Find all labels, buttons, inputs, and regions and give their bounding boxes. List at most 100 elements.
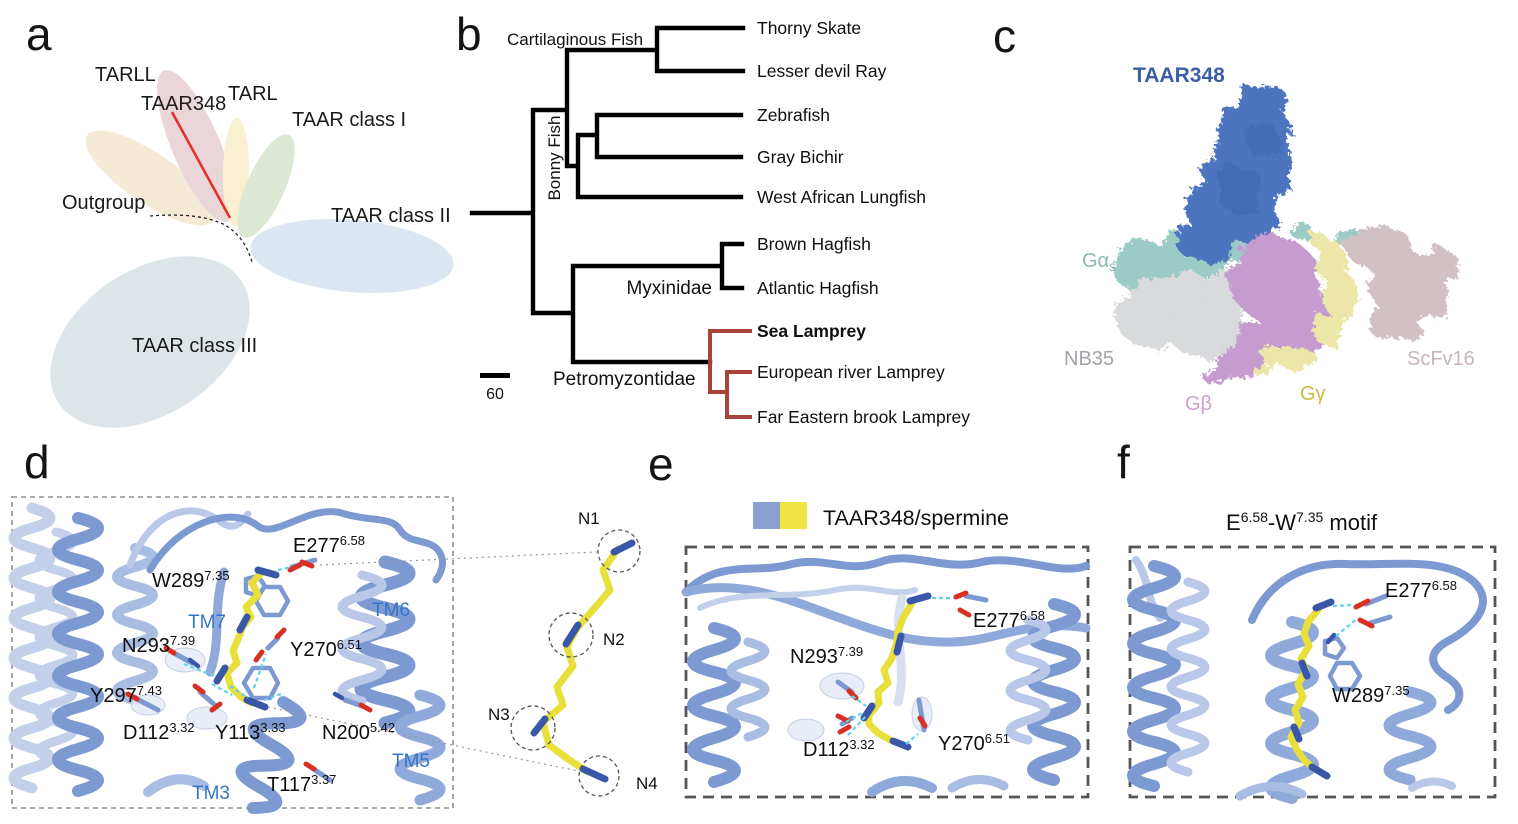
species-lesser-devil-ray: Lesser devil Ray [757,61,887,81]
label-galpha-s: Gαs [1082,250,1116,274]
group-petromyzontidae: Petromyzontidae [553,369,696,390]
galpha-base: Gα [1082,250,1109,272]
petal-taar-class-1 [237,134,295,238]
label-taar348-density: TAAR348 [1133,64,1225,87]
tree-branches-black [469,25,746,365]
residue-sticks [1322,593,1393,692]
panel-letter-d: d [24,440,50,488]
petal-taar-class-2 [250,219,454,293]
ribbon-cartoon [8,502,446,814]
panel-c-cryoem-map: c [993,10,1475,415]
label-w289: W2897.35 [1332,683,1410,707]
label-w289: W2897.35 [152,568,230,592]
n4-circle [578,755,620,797]
legend-ligand-swatch [780,502,807,529]
label-nb35: NB35 [1064,348,1114,370]
label-y270: Y2706.51 [290,637,362,661]
tree-branches-lamprey [708,329,752,419]
label-e277-red: E2776.58 [1385,578,1457,602]
n2-circle [548,612,594,658]
legend-receptor-swatch [753,502,780,529]
label-d112: D1123.32 [803,737,875,761]
density-scfv16 [1346,226,1460,342]
label-n2: N2 [603,630,625,649]
label-e277: E2776.58 [293,533,365,557]
label-tarl: TARL [228,83,278,105]
panel-letter-c: c [993,10,1016,62]
w289-hexagon-ring [1327,660,1363,692]
panel-d-binding-pocket: d [8,440,658,814]
species-european-river-lamprey: European river Lamprey [757,362,945,382]
label-gbeta: Gβ [1185,393,1212,415]
phylogeny-petals [50,69,454,428]
panel-letter-e: e [648,440,674,490]
label-y297: Y2977.43 [90,683,162,707]
label-y113: Y1133.33 [215,720,286,744]
dashed-outline-box [684,545,1090,799]
label-e277: E2776.58 [973,608,1045,632]
density-taar348-shading [1218,120,1278,216]
label-ggamma: Gγ [1300,383,1326,405]
species-zebrafish: Zebrafish [757,105,830,125]
panel-f-ew-motif: f E6.58-W7.35 motif E27 [1117,440,1497,804]
tree-backbone-arc [149,214,253,263]
n3-circle [510,705,556,751]
spermine-ligand [1287,598,1335,780]
dashed-outline-box [11,496,454,809]
hydrogen-bonds [1332,603,1359,637]
label-taar348: TAAR348 [141,93,226,115]
label-n293: N2937.39 [122,633,195,657]
hydrogen-bonds [845,596,954,745]
panel-d-residue-labels: E2776.58 W2897.35 N2937.39 Y2706.51 Y297… [90,533,430,804]
label-t117: T1173.37 [267,772,336,796]
w289-hexagon-ring [253,584,291,618]
density-nb35 [1114,270,1245,356]
dashed-outline-box [1128,545,1497,799]
species-atlantic-hagfish: Atlantic Hagfish [757,278,879,298]
taar348-branch-line [170,111,232,219]
label-tm3: TM3 [192,783,230,804]
panel-letter-b: b [456,8,482,60]
panel-f-residue-labels: E2776.58 W2897.35 [1332,578,1457,707]
residue-sticks [125,557,373,783]
spermine-ligand [213,566,291,711]
label-taar-class-2: TAAR class II [331,205,451,227]
legend-label: TAAR348/spermine [823,506,1009,530]
density-ggamma [1253,233,1357,378]
group-cartilaginous-fish: Cartilaginous Fish [507,30,643,49]
species-brown-hagfish: Brown Hagfish [757,234,871,254]
spermine-schematic: N1 N2 N3 N4 [488,509,658,797]
group-myxinidae: Myxinidae [626,278,712,299]
residue-sticks [787,590,989,742]
label-n4: N4 [636,774,658,793]
pocket-to-schematic-leaders [267,551,598,772]
label-tm5: TM5 [392,751,430,772]
label-outgroup: Outgroup [62,192,145,214]
label-taar-class-1: TAAR class I [292,109,406,131]
group-bonny-fish: Bonny Fish [545,115,564,200]
label-tm7: TM7 [188,612,226,633]
label-n1: N1 [578,509,600,528]
panel-e-residue-labels: E2776.58 N2937.39 D1123.32 Y2706.51 [790,608,1045,761]
petal-outgroup [85,130,215,226]
hydrogen-bonds [183,565,292,702]
n1-circle [597,529,641,573]
density-gbeta [1201,230,1340,383]
scale-bar-value: 60 [486,386,504,403]
species-thorny-skate: Thorny Skate [757,18,861,38]
label-y270: Y2706.51 [938,731,1010,755]
label-d112: D1123.32 [123,720,195,744]
species-gray-bichir: Gray Bichir [757,147,844,167]
galpha-sub: s [1109,258,1116,274]
label-n293: N2937.39 [790,644,863,668]
petal-tarll [157,69,235,223]
species-west-african-lungfish: West African Lungfish [757,187,926,207]
w289-pentagon-ring [1322,635,1347,661]
species-tip-labels: Thorny Skate Lesser devil Ray Zebrafish … [757,18,970,427]
legend-taar348-spermine: TAAR348/spermine [753,502,1009,530]
label-tm6: TM6 [372,600,410,621]
label-n3: N3 [488,705,510,724]
motif-title: E6.58-W7.35 motif [1226,509,1378,535]
panel-letter-a: a [26,8,52,60]
